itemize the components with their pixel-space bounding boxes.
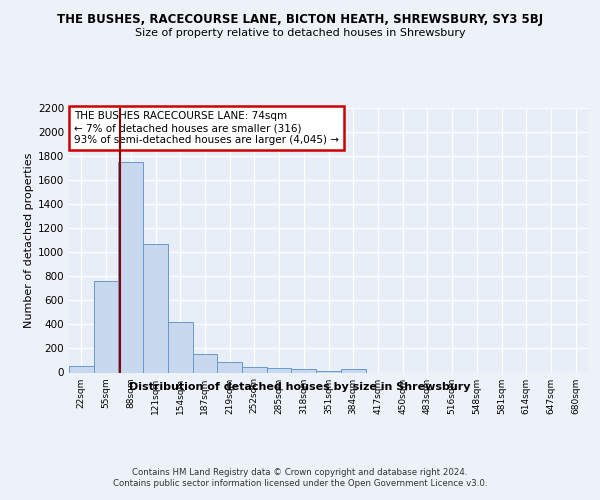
Bar bbox=[292, 370, 316, 372]
Bar bbox=[168, 322, 193, 372]
Bar bbox=[267, 368, 292, 372]
Bar bbox=[193, 354, 217, 372]
Bar bbox=[69, 366, 94, 372]
Text: THE BUSHES, RACECOURSE LANE, BICTON HEATH, SHREWSBURY, SY3 5BJ: THE BUSHES, RACECOURSE LANE, BICTON HEAT… bbox=[57, 12, 543, 26]
Y-axis label: Number of detached properties: Number of detached properties bbox=[24, 152, 34, 328]
Bar bbox=[217, 362, 242, 372]
Bar bbox=[242, 367, 267, 372]
Bar bbox=[316, 370, 341, 372]
Text: Contains HM Land Registry data © Crown copyright and database right 2024.
Contai: Contains HM Land Registry data © Crown c… bbox=[113, 468, 487, 487]
Text: Size of property relative to detached houses in Shrewsbury: Size of property relative to detached ho… bbox=[134, 28, 466, 38]
Text: THE BUSHES RACECOURSE LANE: 74sqm
← 7% of detached houses are smaller (316)
93% : THE BUSHES RACECOURSE LANE: 74sqm ← 7% o… bbox=[74, 112, 339, 144]
Bar bbox=[341, 370, 365, 372]
Bar bbox=[118, 162, 143, 372]
Bar bbox=[143, 244, 168, 372]
Bar bbox=[94, 281, 118, 372]
Text: Distribution of detached houses by size in Shrewsbury: Distribution of detached houses by size … bbox=[129, 382, 471, 392]
